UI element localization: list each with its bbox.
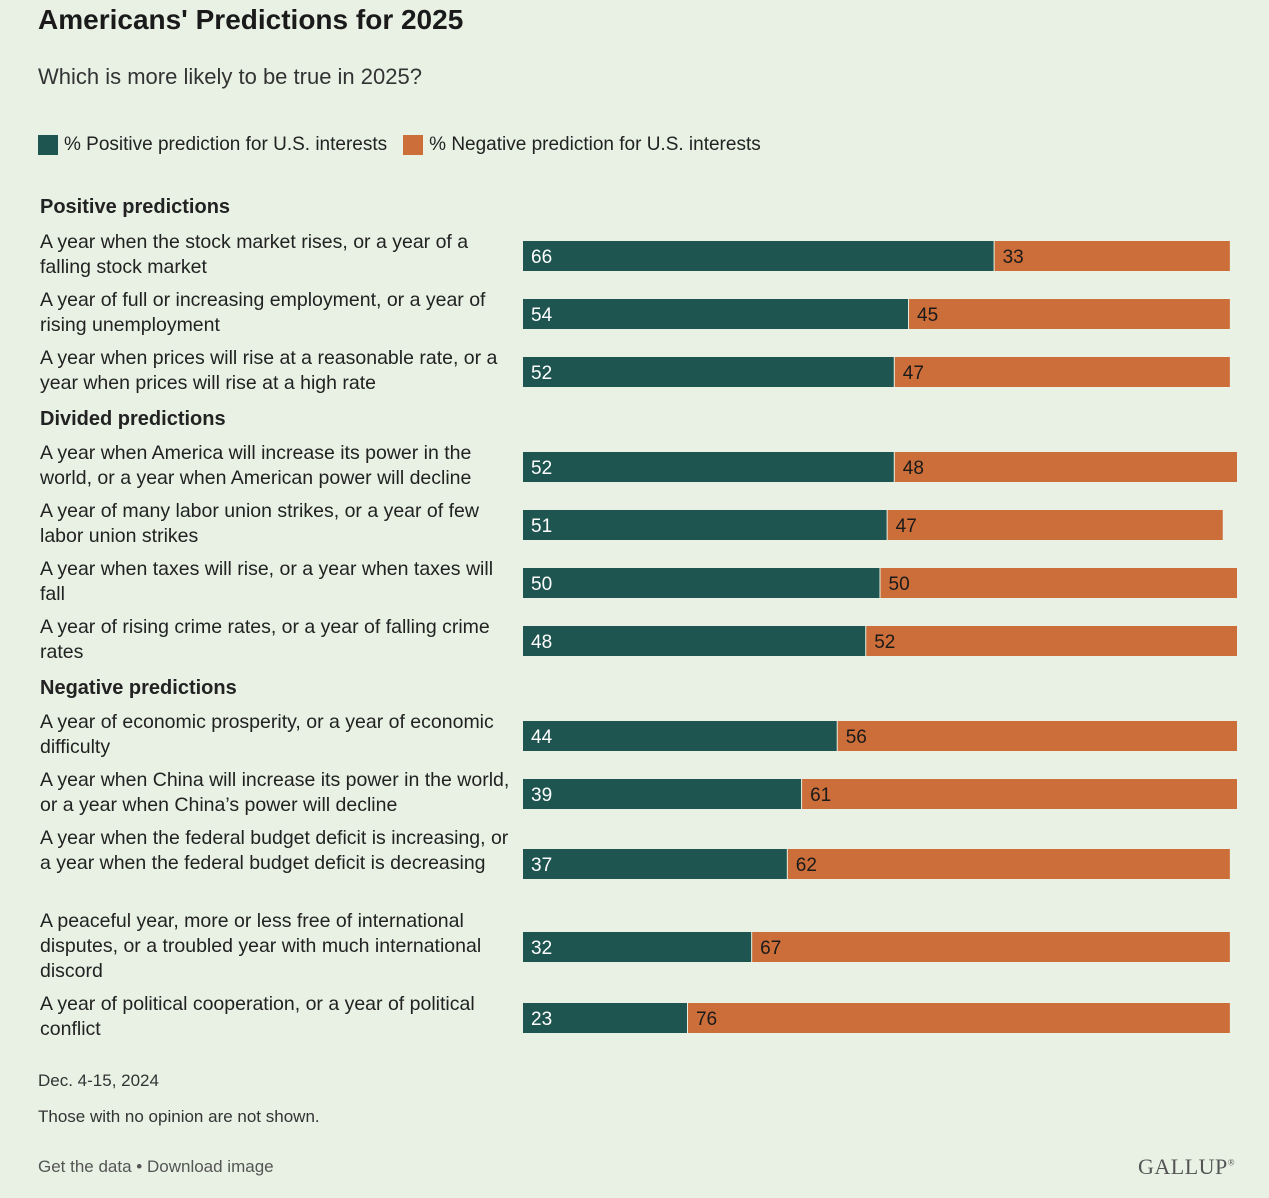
bar-negative <box>909 299 1230 329</box>
download-image-link[interactable]: Download image <box>146 1157 274 1176</box>
bar-negative <box>752 932 1230 962</box>
bar-positive <box>523 299 909 329</box>
bar-negative <box>802 779 1237 809</box>
bar-negative <box>787 849 1230 879</box>
bar-positive <box>523 626 866 656</box>
legend-swatch-negative <box>403 135 424 155</box>
bar-negative <box>687 1003 1230 1033</box>
value-label-negative: 47 <box>896 516 917 537</box>
bar-negative <box>994 241 1230 271</box>
gallup-logo-text: GALLUP <box>1138 1154 1228 1179</box>
row-label: A year of full or increasing employment,… <box>40 289 486 336</box>
row-label: A year when America will increase its po… <box>40 442 472 489</box>
legend-item-negative: % Negative prediction for U.S. interests <box>403 134 761 156</box>
value-label-negative: 61 <box>810 785 831 806</box>
row-label: A year of many labor union strikes, or a… <box>40 500 479 547</box>
value-label-positive: 44 <box>531 727 553 748</box>
row-label: A year when the federal budget deficit i… <box>40 826 509 874</box>
link-separator: • <box>131 1157 147 1176</box>
bar-positive <box>523 932 752 962</box>
bar-positive <box>523 721 837 751</box>
value-label-negative: 52 <box>874 632 895 653</box>
bar-positive <box>523 1003 687 1033</box>
value-label-positive: 54 <box>531 305 553 326</box>
bar-positive <box>523 241 994 271</box>
legend: % Positive prediction for U.S. interests… <box>38 134 777 156</box>
bar-positive <box>523 849 787 879</box>
value-label-negative: 48 <box>903 458 924 479</box>
legend-swatch-positive <box>38 135 58 155</box>
bar-negative <box>880 568 1237 598</box>
bar-negative <box>837 721 1237 751</box>
row-label: A year when prices will rise at a reason… <box>40 347 498 394</box>
bar-positive <box>523 568 880 598</box>
row-label: A year of political cooperation, or a ye… <box>40 993 475 1040</box>
row-label: A peaceful year, more or less free of in… <box>40 909 482 982</box>
row-label: A year when the stock market rises, or a… <box>40 231 469 278</box>
group-heading: Negative predictions <box>40 677 237 699</box>
survey-date: Dec. 4-15, 2024 <box>38 1071 159 1090</box>
bar-negative <box>866 626 1237 656</box>
value-label-positive: 48 <box>531 632 552 653</box>
legend-label-positive: % Positive prediction for U.S. interests <box>64 134 388 155</box>
value-label-negative: 56 <box>846 727 867 748</box>
value-label-negative: 62 <box>796 855 817 876</box>
group-heading: Divided predictions <box>40 408 226 430</box>
row-label: A year when China will increase its powe… <box>40 769 510 816</box>
get-data-link[interactable]: Get the data <box>38 1157 132 1176</box>
value-label-positive: 66 <box>531 247 552 268</box>
value-label-negative: 45 <box>917 305 938 326</box>
gallup-logo: GALLUP® <box>1138 1154 1236 1179</box>
value-label-positive: 52 <box>531 363 552 384</box>
value-label-positive: 39 <box>531 785 552 806</box>
bar-positive <box>523 779 802 809</box>
value-label-positive: 51 <box>531 516 552 537</box>
bar-negative <box>894 452 1237 482</box>
chart-subtitle: Which is more likely to be true in 2025? <box>38 64 422 89</box>
bar-positive <box>523 510 887 540</box>
bar-positive <box>523 452 894 482</box>
footer-links: Get the data • Download image <box>38 1157 274 1177</box>
row-label: A year of economic prosperity, or a year… <box>40 711 494 758</box>
value-label-positive: 23 <box>531 1009 552 1030</box>
value-label-positive: 37 <box>531 855 552 876</box>
row-label: A year of rising crime rates, or a year … <box>40 616 490 663</box>
value-label-negative: 67 <box>760 938 781 959</box>
row-label: A year when taxes will rise, or a year w… <box>40 558 494 605</box>
value-label-negative: 47 <box>903 363 924 384</box>
value-label-negative: 50 <box>889 574 910 595</box>
value-label-negative: 76 <box>696 1009 717 1030</box>
footnote: Those with no opinion are not shown. <box>38 1107 320 1126</box>
bar-positive <box>523 357 894 387</box>
chart-title: Americans' Predictions for 2025 <box>38 4 464 35</box>
legend-item-positive: % Positive prediction for U.S. interests <box>38 134 387 156</box>
legend-label-negative: % Negative prediction for U.S. interests <box>429 134 761 155</box>
value-label-positive: 52 <box>531 458 552 479</box>
bar-negative <box>887 510 1223 540</box>
bar-negative <box>894 357 1230 387</box>
value-label-positive: 50 <box>531 574 552 595</box>
value-label-negative: 33 <box>1003 247 1024 268</box>
value-label-positive: 32 <box>531 938 552 959</box>
group-heading: Positive predictions <box>40 196 231 218</box>
